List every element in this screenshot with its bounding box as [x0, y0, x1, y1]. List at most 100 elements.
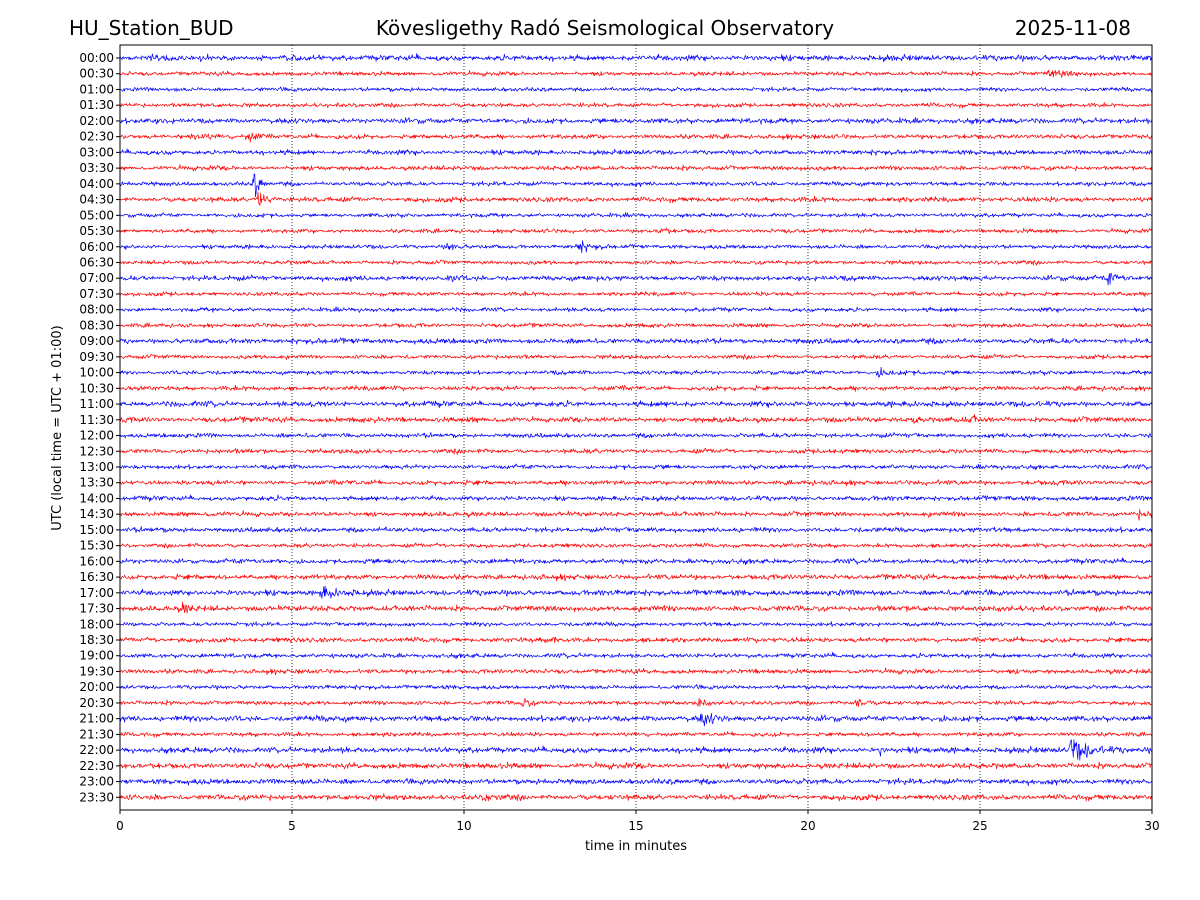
seismic-trace [119, 573, 1153, 582]
x-tick-label: 20 [800, 819, 815, 833]
seismic-trace [119, 739, 1153, 761]
seismic-trace [119, 117, 1153, 125]
seismic-trace [119, 526, 1153, 534]
seismic-trace [119, 447, 1153, 455]
y-tick-label: 00:30 [79, 67, 114, 81]
seismic-trace [119, 585, 1153, 599]
seismic-trace [119, 102, 1152, 109]
seismic-trace [119, 667, 1153, 676]
seismic-trace [119, 306, 1153, 313]
chart-date: 2025-11-08 [1015, 16, 1131, 40]
seismic-trace [119, 698, 1153, 708]
y-tick-label: 01:30 [79, 98, 114, 112]
x-tick-label: 25 [972, 819, 987, 833]
seismic-trace [119, 636, 1153, 644]
y-tick-label: 04:00 [79, 177, 114, 191]
seismic-trace [119, 259, 1153, 266]
y-tick-label: 17:00 [79, 586, 114, 600]
y-tick-label: 16:00 [79, 554, 114, 568]
seismic-trace [119, 713, 1153, 727]
seismic-trace [119, 148, 1153, 156]
seismic-trace [119, 542, 1153, 549]
seismic-trace [119, 509, 1153, 521]
y-tick-label: 13:30 [79, 476, 114, 490]
x-tick-label: 5 [288, 819, 296, 833]
y-tick-label: 20:30 [79, 696, 114, 710]
seismic-trace [119, 240, 1153, 254]
x-tick-label: 30 [1144, 819, 1159, 833]
x-tick-label: 10 [456, 819, 471, 833]
y-tick-label: 12:00 [79, 429, 114, 443]
y-tick-label: 18:00 [79, 617, 114, 631]
seismic-trace [119, 366, 1153, 378]
seismic-trace [119, 132, 1153, 143]
seismic-trace [119, 557, 1153, 566]
plot-frame [119, 44, 1153, 811]
y-axis-label: UTC (local time = UTC + 01:00) [50, 325, 65, 530]
seismic-trace [119, 69, 1153, 78]
seismic-trace [119, 601, 1153, 614]
y-tick-label: 01:00 [79, 82, 114, 96]
seismic-trace [119, 651, 1153, 660]
y-tick-label: 09:30 [79, 350, 114, 364]
seismic-trace [119, 53, 1153, 63]
y-tick-label: 13:00 [79, 460, 114, 474]
y-tick-label: 00:00 [79, 51, 114, 65]
y-tick-label: 11:00 [79, 397, 114, 411]
y-tick-label: 07:00 [79, 271, 114, 285]
seismic-trace [119, 86, 1153, 93]
seismic-trace [119, 479, 1153, 487]
y-tick-label: 22:30 [79, 759, 114, 773]
y-tick-label: 18:30 [79, 633, 114, 647]
seismic-trace [119, 621, 1153, 628]
seismic-trace [119, 384, 1153, 392]
seismic-trace [119, 164, 1153, 172]
y-tick-label: 10:30 [79, 381, 114, 395]
seismic-trace [119, 432, 1153, 439]
y-tick-label: 05:00 [79, 208, 114, 222]
y-tick-label: 03:00 [79, 145, 114, 159]
seismic-trace [119, 353, 1153, 361]
y-tick-label: 20:00 [79, 680, 114, 694]
y-tick-label: 06:00 [79, 240, 114, 254]
y-tick-label: 17:30 [79, 602, 114, 616]
x-axis-label: time in minutes [585, 839, 687, 854]
y-tick-label: 22:00 [79, 743, 114, 757]
seismic-trace [119, 793, 1153, 802]
seismic-trace [119, 463, 1153, 471]
y-tick-label: 21:30 [79, 727, 114, 741]
x-tick-label: 15 [628, 819, 643, 833]
y-tick-label: 12:30 [79, 444, 114, 458]
y-tick-label: 16:30 [79, 570, 114, 584]
y-tick-label: 15:30 [79, 539, 114, 553]
y-tick-label: 19:30 [79, 664, 114, 678]
y-tick-label: 05:30 [79, 224, 114, 238]
chart-title: Kövesligethy Radó Seismological Observat… [376, 16, 834, 40]
y-tick-label: 15:00 [79, 523, 114, 537]
seismic-trace [119, 290, 1153, 297]
y-tick-label: 08:30 [79, 318, 114, 332]
seismic-trace [119, 272, 1153, 286]
x-tick-label: 0 [116, 819, 124, 833]
y-tick-label: 23:00 [79, 775, 114, 789]
y-tick-label: 23:30 [79, 790, 114, 804]
seismic-trace [119, 173, 1153, 198]
station-name: HU_Station_BUD [69, 16, 234, 40]
y-tick-label: 08:00 [79, 303, 114, 317]
y-tick-label: 09:00 [79, 334, 114, 348]
seismic-trace [119, 777, 1153, 787]
y-tick-label: 11:30 [79, 413, 114, 427]
y-tick-label: 07:30 [79, 287, 114, 301]
seismic-trace [119, 191, 1153, 206]
trace-group [119, 53, 1153, 802]
y-tick-label: 14:00 [79, 491, 114, 505]
y-tick-label: 04:30 [79, 193, 114, 207]
y-tick-label: 14:30 [79, 507, 114, 521]
y-tick-label: 06:30 [79, 255, 114, 269]
seismic-trace [119, 399, 1153, 409]
seismic-trace [119, 684, 1153, 691]
seismic-trace [119, 414, 1153, 424]
y-tick-label: 19:00 [79, 649, 114, 663]
